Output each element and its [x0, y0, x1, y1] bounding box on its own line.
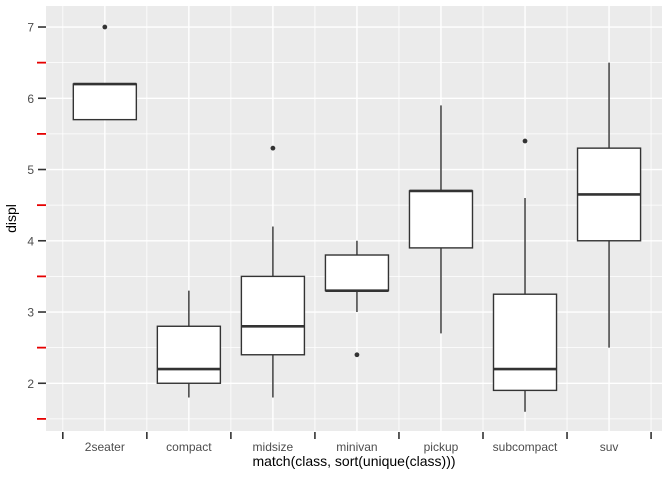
outlier-point	[354, 352, 360, 358]
boxplot-pickup	[408, 105, 474, 334]
axis-tick-labels: 2 3 4 5 6 7 2seater compact midsize minivan pickup…	[27, 21, 618, 454]
y-tick-label: 2	[27, 377, 34, 391]
axis-ticks	[37, 26, 652, 439]
boxplot-suv	[576, 62, 642, 348]
outlier-point	[270, 145, 276, 151]
iqr-box	[72, 83, 138, 121]
iqr-box	[156, 325, 222, 384]
x-axis-title: match(class, sort(unique(class)))	[252, 453, 455, 469]
y-tick-label: 6	[27, 92, 34, 106]
outlier-point	[102, 24, 108, 30]
boxplot-midsize	[240, 226, 306, 398]
x-tick-label: midsize	[253, 440, 294, 454]
y-tick-label: 5	[27, 163, 34, 177]
iqr-box	[492, 293, 558, 392]
x-tick-label: minivan	[336, 440, 377, 454]
boxplot-minivan	[324, 240, 390, 313]
x-tick-label: subcompact	[493, 440, 558, 454]
y-tick-label: 7	[27, 21, 34, 35]
iqr-box	[324, 254, 390, 292]
boxplot-compact	[156, 290, 222, 398]
boxplot-2seater	[72, 82, 138, 121]
y-axis-title: displ	[3, 204, 19, 233]
boxplot-subcompact	[492, 198, 558, 412]
outlier-points	[102, 24, 528, 358]
x-tick-label: pickup	[424, 440, 459, 454]
iqr-box	[240, 275, 306, 356]
outlier-point	[522, 138, 528, 144]
x-tick-label: 2seater	[85, 440, 125, 454]
plot-panel	[46, 6, 662, 431]
boxplot-series	[72, 62, 642, 412]
x-tick-label: compact	[166, 440, 212, 454]
y-tick-label: 3	[27, 306, 34, 320]
minor-gridlines	[46, 6, 662, 431]
x-tick-label: suv	[600, 440, 619, 454]
iqr-box	[408, 190, 474, 249]
y-tick-label: 4	[27, 234, 34, 248]
